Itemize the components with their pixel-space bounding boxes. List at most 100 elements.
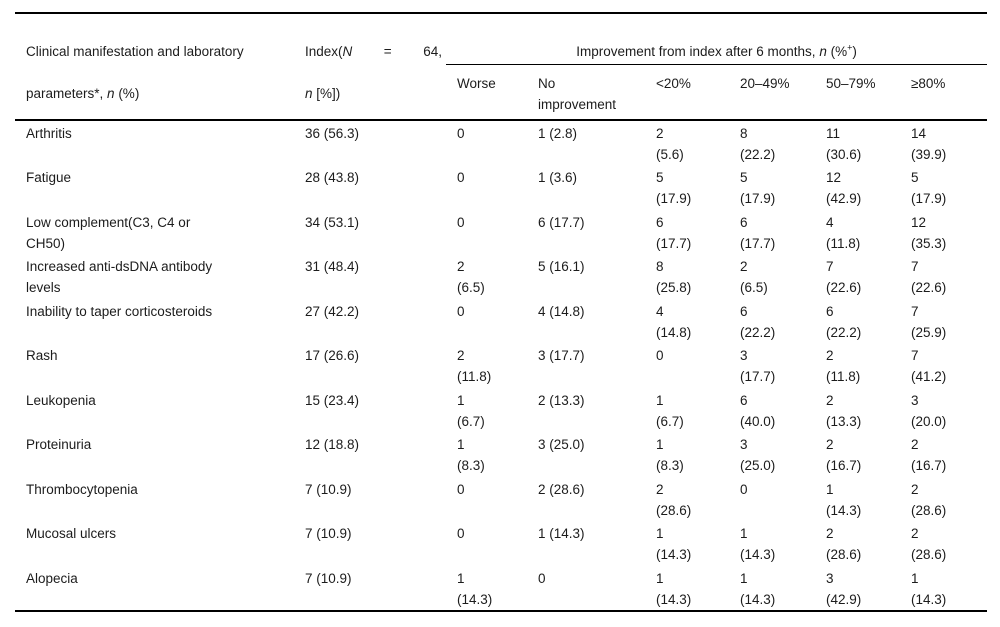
table-row-mucosal-ulcers: Mucosal ulcers 7 (10.9) 0 1 (14.3) 1 (14…	[15, 521, 987, 566]
cell-no-improvement: 5 (16.1)	[538, 259, 585, 274]
cell-index: 28 (43.8)	[305, 170, 360, 185]
cell-worse: 2 (6.5)	[457, 259, 485, 295]
cell-label: Fatigue	[26, 170, 72, 185]
results-table: Clinical manifestation and laboratory pa…	[15, 12, 988, 612]
cell-20-49: 6 (17.7)	[740, 214, 776, 251]
manifestation-header-line1: Clinical manifestation and laboratory	[26, 44, 244, 59]
column-header-manifestation: Clinical manifestation and laboratory pa…	[15, 13, 294, 121]
cell-lt20: 6 (17.7)	[656, 214, 692, 251]
cell-no-improvement: 1 (2.8)	[538, 126, 578, 141]
cell-lt20: 2 (28.6)	[656, 481, 692, 518]
group-header-end: )	[852, 44, 857, 59]
cell-20-49: 3 (17.7)	[740, 348, 776, 384]
cell-worse: 0	[457, 170, 465, 185]
cell-worse: 0	[457, 214, 465, 230]
cell-index: 36 (56.3)	[305, 126, 360, 141]
cell-ge80: 3 (20.0)	[911, 392, 947, 429]
column-header-ge80: ≥80%	[900, 64, 988, 121]
cell-index: 12 (18.8)	[305, 437, 360, 452]
column-header-worse: Worse	[446, 64, 527, 121]
cell-50-79: 2 (11.8)	[826, 348, 861, 384]
index-header-n-italic: n	[305, 86, 313, 101]
table-row-rash: Rash 17 (26.6) 2 (11.8) 3 (17.7) 0 3 (17…	[15, 343, 987, 388]
cell-lt20: 1 (6.7)	[656, 392, 684, 429]
index-header-post: [%])	[312, 86, 341, 101]
cell-worse: 0	[457, 303, 465, 319]
cell-20-49: 2 (6.5)	[740, 259, 768, 295]
cell-label: Arthritis	[26, 126, 72, 141]
cell-worse: 0	[457, 526, 465, 541]
cell-50-79: 11 (30.6)	[826, 126, 862, 162]
manifestation-header-line2-post: (%)	[114, 86, 140, 101]
cell-lt20: 1 (14.3)	[656, 526, 692, 562]
cell-no-improvement: 2 (28.6)	[538, 481, 585, 497]
cell-no-improvement: 2 (13.3)	[538, 392, 585, 408]
header-row-sub: Worse No improvement <20% 20–49% 50–79% …	[15, 64, 988, 121]
group-header-sup-plus: +	[847, 42, 853, 53]
group-header-mid: (%	[826, 44, 848, 59]
cell-ge80: 7 (41.2)	[911, 348, 947, 384]
cell-worse: 1 (8.3)	[457, 437, 485, 473]
cell-label: Rash	[26, 348, 58, 363]
cell-ge80: 12 (35.3)	[911, 214, 947, 251]
cell-index: 31 (48.4)	[305, 259, 360, 274]
group-header-n-italic: n	[819, 44, 827, 59]
index-header-equals: =	[383, 44, 392, 59]
cell-ge80: 5 (17.9)	[911, 170, 947, 206]
cell-50-79: 12 (42.9)	[826, 170, 862, 206]
cell-50-79: 1 (14.3)	[826, 481, 862, 518]
table-row-fatigue: Fatigue 28 (43.8) 0 1 (3.6) 5 (17.9) 5 (…	[15, 165, 987, 210]
cell-20-49: 6 (40.0)	[740, 392, 776, 429]
cell-ge80: 7 (22.6)	[911, 259, 947, 295]
cell-lt20: 5 (17.9)	[656, 170, 692, 206]
cell-ge80: 2 (28.6)	[911, 481, 947, 518]
cell-lt20: 1 (14.3)	[656, 570, 692, 607]
cell-label: Thrombocytopenia	[26, 481, 138, 497]
cell-50-79: 2 (28.6)	[826, 526, 862, 562]
cell-20-49: 0	[740, 481, 748, 497]
cell-50-79: 2 (16.7)	[826, 437, 862, 473]
cell-no-improvement: 1 (3.6)	[538, 170, 578, 185]
table-row-alopecia: Alopecia 7 (10.9) 1 (14.3) 0 1 (14.3) 1 …	[15, 566, 987, 611]
column-header-20-49: 20–49%	[729, 64, 815, 121]
table-row-thrombocytopenia: Thrombocytopenia 7 (10.9) 0 2 (28.6) 2 (…	[15, 477, 987, 522]
cell-lt20: 4 (14.8)	[656, 303, 692, 340]
cell-index: 7 (10.9)	[305, 481, 352, 497]
cell-index: 7 (10.9)	[305, 526, 352, 541]
cell-ge80: 14 (39.9)	[911, 126, 947, 162]
cell-20-49: 1 (14.3)	[740, 570, 776, 607]
manifestation-header-n-italic: n	[107, 86, 115, 101]
table-row-low-complement: Low complement(C3, C4 or CH50) 34 (53.1)…	[15, 210, 987, 255]
cell-no-improvement: 4 (14.8)	[538, 303, 585, 319]
cell-no-improvement: 0	[538, 570, 546, 586]
cell-no-improvement: 3 (25.0)	[538, 437, 585, 452]
cell-label: Increased anti-dsDNA antibody levels	[26, 259, 213, 295]
cell-label: Leukopenia	[26, 392, 96, 408]
cell-20-49: 5 (17.9)	[740, 170, 776, 206]
cell-20-49: 6 (22.2)	[740, 303, 776, 340]
table-row-leukopenia: Leukopenia 15 (23.4) 1 (6.7) 2 (13.3) 1 …	[15, 388, 987, 433]
cell-index: 34 (53.1)	[305, 214, 360, 230]
group-header-text: Improvement from index after 6 months,	[576, 44, 820, 59]
cell-lt20: 0	[656, 348, 664, 363]
cell-50-79: 6 (22.2)	[826, 303, 862, 340]
cell-ge80: 7 (25.9)	[911, 303, 947, 340]
cell-worse: 0	[457, 481, 465, 497]
cell-no-improvement: 1 (14.3)	[538, 526, 585, 541]
cell-lt20: 8 (25.8)	[656, 259, 692, 295]
header-row-top: Clinical manifestation and laboratory pa…	[15, 13, 988, 121]
cell-ge80: 2 (16.7)	[911, 437, 947, 473]
cell-50-79: 4 (11.8)	[826, 214, 861, 251]
cell-index: 15 (23.4)	[305, 392, 360, 408]
cell-label: Mucosal ulcers	[26, 526, 117, 541]
cell-label: Alopecia	[26, 570, 78, 586]
cell-index: 27 (42.2)	[305, 303, 360, 319]
cell-no-improvement: 3 (17.7)	[538, 348, 585, 363]
column-header-lt20: <20%	[645, 64, 729, 121]
table-row-proteinuria: Proteinuria 12 (18.8) 1 (8.3) 3 (25.0) 1…	[15, 432, 987, 477]
cell-50-79: 7 (22.6)	[826, 259, 862, 295]
table-row-anti-dsdna: Increased anti-dsDNA antibody levels 31 …	[15, 254, 987, 299]
index-header-pre-text: Index(	[305, 44, 343, 59]
index-header-line2: n [%])	[305, 86, 340, 101]
manifestation-header-line2-pre: parameters*,	[26, 86, 108, 101]
